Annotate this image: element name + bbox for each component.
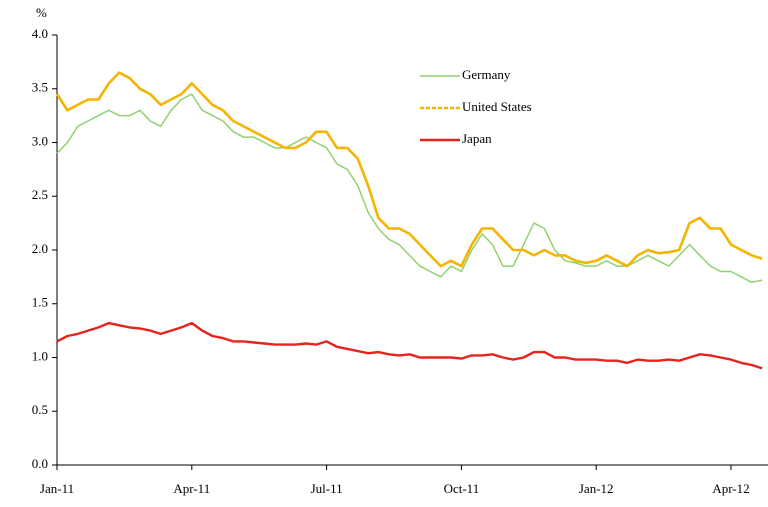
y-tick-label: 3.0 [32, 133, 48, 148]
y-tick-label: 0.0 [32, 456, 48, 471]
legend-label: United States [462, 99, 532, 114]
x-tick-label: Apr-12 [712, 481, 749, 496]
y-tick-label: 3.5 [32, 80, 48, 95]
y-tick-label: 2.0 [32, 241, 48, 256]
legend-label: Germany [462, 67, 511, 82]
series-line [56, 321, 763, 370]
series-line [55, 71, 763, 268]
y-tick-label: 4.0 [32, 26, 48, 41]
x-tick-label: Jul-11 [311, 481, 343, 496]
x-tick-label: Jan-11 [40, 481, 74, 496]
y-tick-label: 0.5 [32, 402, 48, 417]
y-tick-label: 1.0 [32, 348, 48, 363]
x-tick-label: Oct-11 [444, 481, 480, 496]
y-tick-label: 2.5 [32, 187, 48, 202]
series-line [56, 93, 763, 284]
legend-label: Japan [462, 131, 492, 146]
x-tick-label: Apr-11 [173, 481, 210, 496]
x-tick-label: Jan-12 [579, 481, 614, 496]
y-unit-label: % [36, 5, 47, 20]
y-tick-label: 1.5 [32, 295, 48, 310]
